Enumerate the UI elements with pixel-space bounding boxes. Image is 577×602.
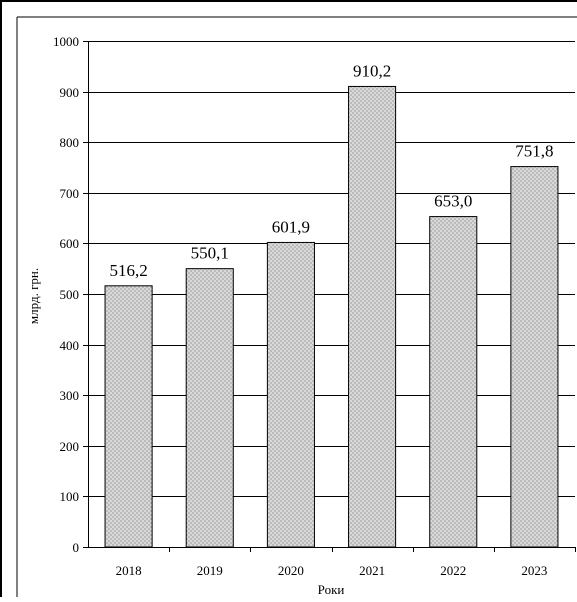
y-tick-label: 1000 <box>53 34 79 49</box>
y-tick-label: 400 <box>60 338 80 353</box>
y-tick-label: 200 <box>60 439 80 454</box>
y-tick-label: 300 <box>60 388 80 403</box>
x-axis-title: Роки <box>318 582 345 597</box>
bar-2018 <box>104 285 153 548</box>
data-label: 516,2 <box>109 261 147 280</box>
y-axis-title: млрд. грн. <box>26 268 41 324</box>
x-tick-label: 2019 <box>197 563 223 578</box>
data-label: 601,9 <box>272 217 310 236</box>
y-tick-label: 0 <box>73 540 80 555</box>
x-tick-label: 2020 <box>278 563 304 578</box>
bar-2020 <box>266 241 315 548</box>
bar-2021 <box>348 85 397 548</box>
y-tick-labels: 0 100 200 300 400 500 600 700 800 900 1000 <box>53 34 79 555</box>
data-label: 751,8 <box>515 142 553 161</box>
data-labels: 516,2 550,1 601,9 910,2 653,0 751,8 <box>109 61 553 279</box>
y-tick-label: 100 <box>60 489 80 504</box>
bar-2022 <box>429 216 478 548</box>
x-tick-labels: 2018 2019 2020 2021 2022 2023 <box>116 563 548 578</box>
x-tick-label: 2018 <box>116 563 142 578</box>
y-tick-label: 800 <box>60 135 80 150</box>
y-tick-label: 900 <box>60 85 80 100</box>
data-label: 910,2 <box>353 61 391 80</box>
bars-group <box>104 85 559 548</box>
x-tick-label: 2022 <box>440 563 466 578</box>
data-label: 653,0 <box>434 192 472 211</box>
gridlines <box>88 41 575 497</box>
y-tick-label: 700 <box>60 186 80 201</box>
y-tick-label: 600 <box>60 236 80 251</box>
y-tick-label: 500 <box>60 287 80 302</box>
data-label: 550,1 <box>191 244 229 263</box>
x-tick-label: 2023 <box>521 563 547 578</box>
x-tick-label: 2021 <box>359 563 385 578</box>
axes-group <box>83 41 576 552</box>
bar-2023 <box>510 166 559 548</box>
bar-2019 <box>185 268 234 548</box>
